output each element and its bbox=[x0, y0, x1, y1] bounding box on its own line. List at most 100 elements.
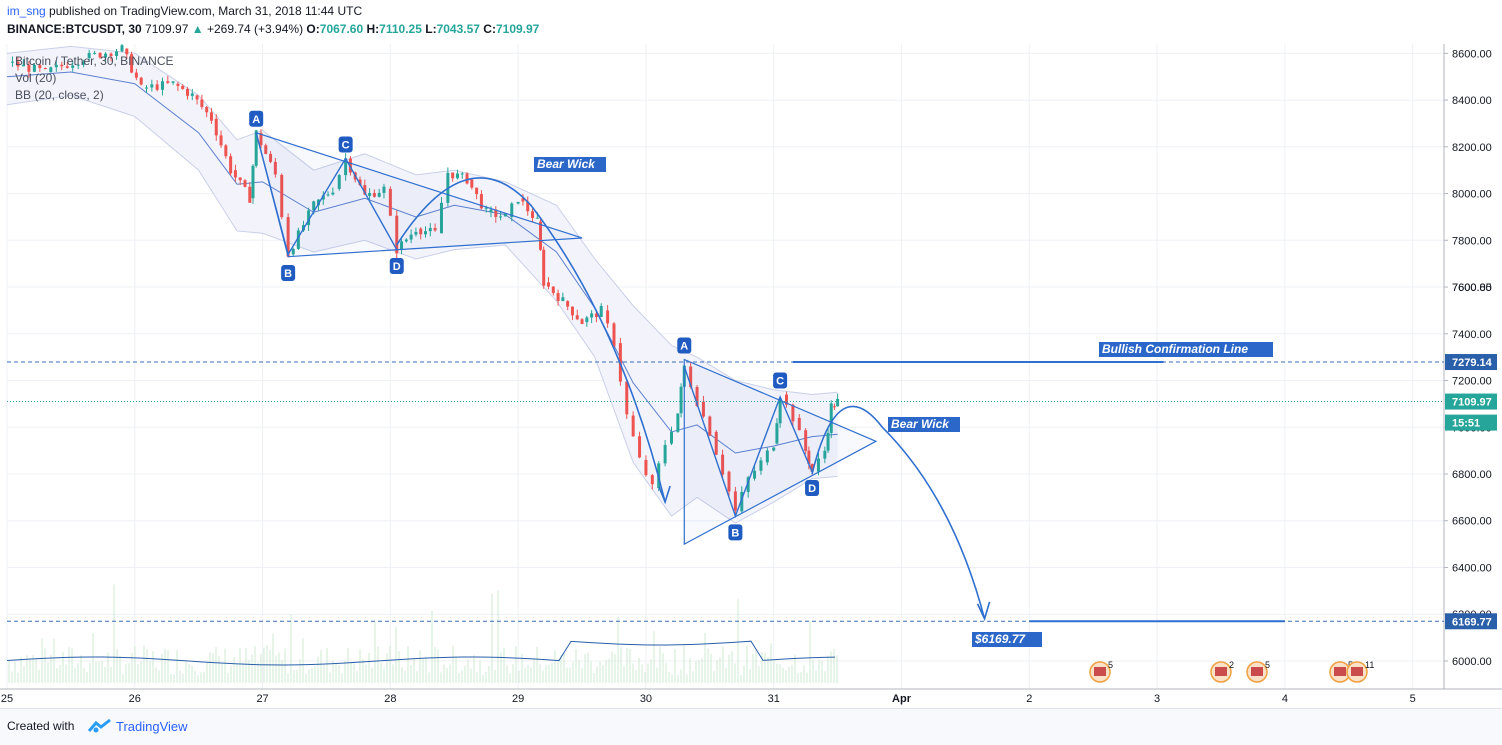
candle-body bbox=[510, 203, 514, 217]
candle-body bbox=[791, 404, 795, 422]
candle-body bbox=[807, 450, 811, 465]
price-tick-label: 6800.00 bbox=[1452, 469, 1492, 481]
projection-curve-1 bbox=[396, 177, 666, 503]
abcd-wave-1 bbox=[255, 132, 398, 257]
candle-body bbox=[644, 459, 648, 476]
price-label: 7600.85 bbox=[1452, 282, 1492, 294]
candle-body bbox=[832, 406, 836, 408]
time-tick-label: 5 bbox=[1410, 693, 1416, 705]
open-label: O: bbox=[306, 22, 320, 36]
candle-body bbox=[409, 234, 413, 240]
candle-body bbox=[778, 398, 782, 424]
abcd-label: B bbox=[731, 527, 739, 539]
price-axis-panel bbox=[1444, 44, 1502, 708]
candle-body bbox=[358, 179, 362, 186]
candle-body bbox=[689, 366, 693, 388]
candle-body bbox=[269, 153, 273, 162]
candle-body bbox=[547, 282, 550, 287]
candle-body bbox=[363, 185, 367, 195]
candle-body bbox=[746, 477, 750, 492]
candle-body bbox=[499, 216, 503, 218]
last-price-text: 7109.97 bbox=[145, 22, 189, 36]
candle-body bbox=[104, 53, 108, 58]
bullish-confirmation-label-box bbox=[1099, 342, 1273, 357]
time-tick-label: 3 bbox=[1154, 693, 1160, 705]
candle-body bbox=[171, 81, 175, 83]
candle-body bbox=[451, 172, 455, 179]
target-price-label-box bbox=[972, 632, 1042, 647]
author-link[interactable]: im_sng bbox=[7, 4, 46, 18]
candle-body bbox=[570, 306, 574, 316]
candle-body bbox=[307, 210, 311, 226]
candle-body bbox=[733, 491, 737, 511]
abcd-label: D bbox=[393, 261, 401, 273]
candle-body bbox=[669, 431, 673, 444]
candle-body bbox=[663, 444, 667, 464]
legend-title: Bitcoin / Tether, 30, BINANCE bbox=[15, 54, 174, 68]
target-price-label: $6169.77 bbox=[974, 632, 1026, 646]
candle-body bbox=[296, 230, 300, 249]
high-value: 7110.25 bbox=[379, 22, 422, 36]
arrow-head-icon bbox=[976, 601, 991, 622]
candle-body bbox=[120, 45, 124, 52]
price-tick-label: 6000.00 bbox=[1452, 656, 1492, 668]
event-flag-icon bbox=[1334, 667, 1346, 676]
candle-body bbox=[516, 201, 520, 204]
candle-body bbox=[759, 460, 763, 471]
price-tick-label: 7200.00 bbox=[1452, 376, 1492, 388]
candle-body bbox=[38, 64, 42, 69]
publish-line: im_sng published on TradingView.com, Mar… bbox=[7, 4, 362, 18]
candle-body bbox=[470, 179, 474, 188]
legend-bb: BB (20, close, 2) bbox=[15, 88, 104, 102]
abcd-label-box bbox=[773, 372, 788, 389]
low-value: 7043.57 bbox=[436, 22, 480, 36]
candle-body bbox=[71, 65, 75, 68]
candle-body bbox=[804, 430, 808, 451]
price-badge-label: 7279.14 bbox=[1452, 357, 1493, 369]
event-flag-icon bbox=[1251, 667, 1263, 676]
candle-body bbox=[590, 313, 594, 318]
candle-body bbox=[395, 215, 399, 254]
candle-body bbox=[134, 72, 138, 78]
arrow-head-icon bbox=[658, 485, 671, 505]
candle-body bbox=[291, 248, 295, 255]
time-tick-label: 30 bbox=[640, 693, 652, 705]
candle-body bbox=[465, 173, 469, 184]
candle-body bbox=[98, 52, 102, 58]
candle-body bbox=[494, 209, 498, 217]
candle-body bbox=[404, 239, 408, 242]
time-tick-label: 4 bbox=[1282, 693, 1288, 705]
candle-body bbox=[580, 319, 584, 325]
tradingview-brand-link[interactable]: TradingView bbox=[116, 719, 188, 734]
candle-body bbox=[331, 192, 335, 195]
price-badge bbox=[1445, 354, 1497, 371]
candle-body bbox=[200, 99, 204, 108]
candle-body bbox=[551, 286, 555, 293]
event-flag-icon bbox=[1215, 667, 1227, 676]
candle-body bbox=[251, 165, 255, 199]
candle-body bbox=[32, 64, 36, 72]
candle-body bbox=[816, 458, 820, 472]
candle-body bbox=[372, 192, 376, 197]
chart-area[interactable]: 6000.006200.006400.006600.006800.007000.… bbox=[0, 43, 1502, 708]
candle-body bbox=[585, 317, 589, 323]
candle-body bbox=[125, 48, 129, 55]
candle-body bbox=[181, 85, 185, 89]
candle-body bbox=[209, 112, 213, 121]
candle-body bbox=[321, 195, 325, 200]
candle-body bbox=[594, 313, 598, 318]
candle-body bbox=[264, 145, 268, 154]
price-tick-label: 6400.00 bbox=[1452, 562, 1492, 574]
event-flag-icon bbox=[1094, 667, 1106, 676]
event-count-label: 11 bbox=[1365, 660, 1374, 670]
candle-body bbox=[400, 241, 404, 250]
candle-body bbox=[145, 87, 149, 89]
tradingview-logo-icon[interactable] bbox=[87, 718, 112, 738]
event-flag-icon bbox=[1351, 667, 1363, 676]
candle-body bbox=[535, 217, 539, 219]
candle-body bbox=[166, 81, 170, 83]
price-chart[interactable]: 6000.006200.006400.006600.006800.007000.… bbox=[0, 43, 1502, 708]
bullish-confirmation-label: Bullish Confirmation Line bbox=[1102, 342, 1248, 356]
time-tick-label: 29 bbox=[512, 693, 524, 705]
abcd-label-box bbox=[389, 258, 404, 275]
